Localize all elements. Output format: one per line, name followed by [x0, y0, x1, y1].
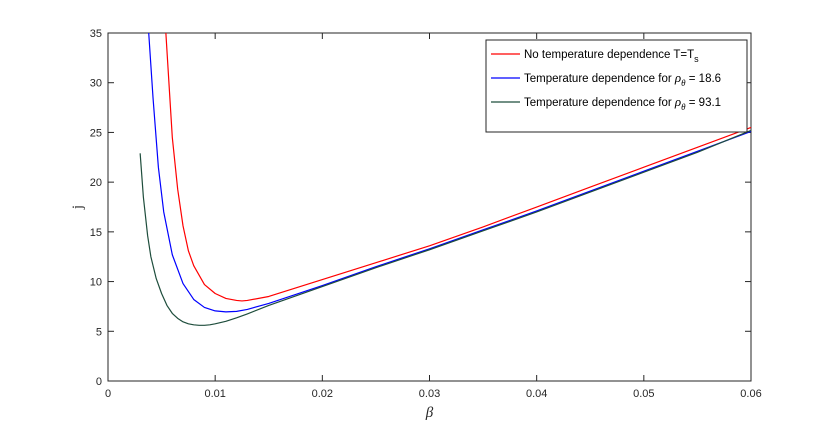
y-tick-label: 15	[90, 227, 102, 239]
y-axis-label: j	[70, 205, 86, 210]
x-axis: 0 0.01 0.02 0.03 0.04 0.05 0.06	[105, 33, 762, 400]
legend-entry-subscript: s	[694, 54, 699, 64]
legend-entry-symbol: ρ	[674, 94, 681, 109]
x-tick-label: 0.05	[633, 388, 654, 400]
y-tick-label: 10	[90, 277, 102, 289]
x-tick-label: 0.01	[204, 388, 225, 400]
legend-entry-symbol: ρ	[674, 70, 681, 85]
y-tick-label: 30	[90, 78, 102, 90]
legend-entry-label: Temperature dependence for	[524, 97, 675, 109]
y-tick-label: 25	[90, 127, 102, 139]
x-tick-label: 0.02	[312, 388, 333, 400]
legend-entry: No temperature dependence T=Ts	[524, 49, 699, 64]
x-tick-label: 0.06	[740, 388, 761, 400]
series-line-2	[148, 32, 752, 313]
legend-entry-label: Temperature dependence for	[524, 73, 675, 85]
legend: No temperature dependence T=Ts Temperatur…	[485, 39, 748, 133]
legend-entry-value: = 18.6	[686, 73, 722, 85]
legend-entry: Temperature dependence for ρθ = 18.6	[524, 70, 721, 88]
y-tick-label: 0	[96, 376, 102, 388]
x-tick-label: 0.04	[526, 388, 547, 400]
x-tick-label: 0	[105, 388, 111, 400]
series-line-3	[139, 129, 752, 326]
legend-entry: Temperature dependence for ρθ = 93.1	[524, 94, 721, 112]
x-tick-label: 0.03	[419, 388, 440, 400]
legend-box	[485, 39, 748, 133]
x-axis-label: β	[425, 405, 434, 421]
legend-entry-label: No temperature dependence T=T	[524, 49, 694, 61]
y-tick-label: 5	[96, 326, 102, 338]
legend-entry-symbol-subscript: θ	[681, 102, 686, 112]
series-layer	[139, 32, 752, 326]
legend-entry-symbol-subscript: θ	[681, 78, 686, 88]
y-tick-label: 20	[90, 177, 102, 189]
y-tick-label: 35	[90, 28, 102, 40]
legend-entry-value: = 93.1	[686, 97, 722, 109]
series-line-1	[165, 32, 752, 302]
y-axis: 0 5 10 15 20 25 30 35	[90, 28, 751, 388]
